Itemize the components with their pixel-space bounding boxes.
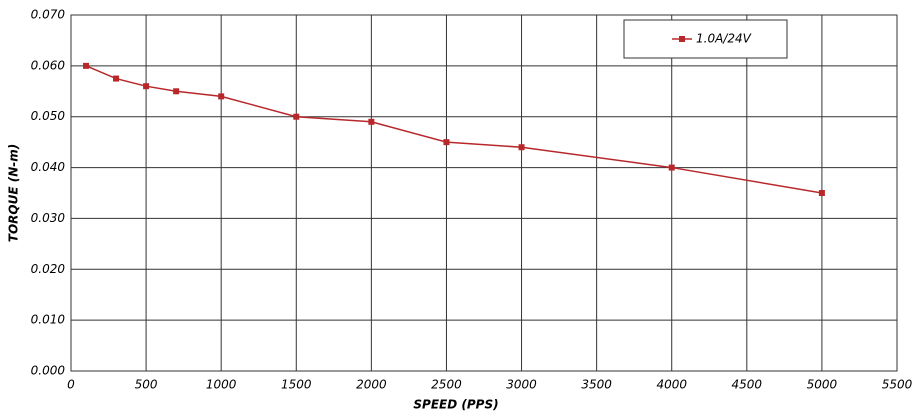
x-tick-label: 0 [67,378,75,392]
x-tick-label: 2000 [356,378,387,392]
x-tick-label: 1000 [206,378,237,392]
point [368,118,375,125]
y-tick-label: 0.050 [31,109,66,123]
point [218,93,225,100]
y-tick-label: 0.010 [31,313,66,327]
y-tick-label: 0.020 [31,262,66,276]
x-axis-title: SPEED (PPS) [413,398,498,412]
legend-label: 1.0A/24V [696,32,752,46]
x-tick-label: 4000 [656,378,687,392]
y-tick-label: 0.040 [31,160,66,174]
legend-marker [679,36,685,42]
y-tick-label: 0.060 [31,58,66,72]
point [443,139,450,146]
point [293,113,300,120]
y-axis-title: TORQUE (N-m) [7,144,21,242]
x-tick-label: 5500 [882,378,913,392]
point [173,88,180,95]
y-tick-label: 0.070 [31,8,66,22]
y-tick-label: 0.000 [31,364,66,378]
x-tick-label: 5000 [807,378,838,392]
point [83,62,90,69]
x-tick-label: 3000 [506,378,537,392]
point [113,75,120,82]
x-tick-label: 4500 [732,378,763,392]
x-tick-label: 3500 [581,378,612,392]
y-tick-label: 0.030 [31,211,66,225]
legend-box [623,19,788,59]
plot-border [70,14,898,372]
point [668,164,675,171]
x-tick-label: 1500 [281,378,312,392]
x-tick-label: 2500 [431,378,462,392]
point [143,83,150,90]
point [518,144,525,151]
point [818,190,825,196]
x-tick-label: 500 [135,378,158,392]
line [85,65,823,194]
